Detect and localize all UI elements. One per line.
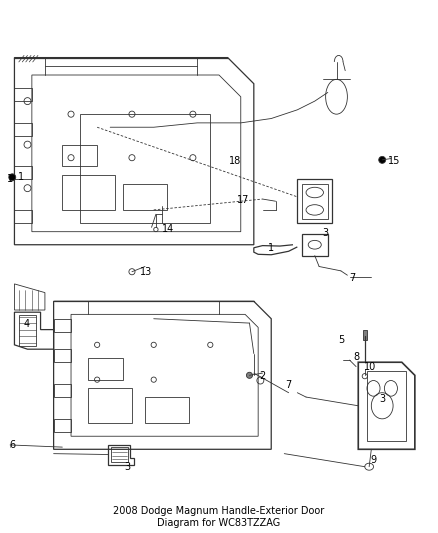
Text: 7: 7 (285, 380, 291, 390)
Text: 1: 1 (268, 243, 274, 253)
Text: 13: 13 (140, 267, 152, 277)
Circle shape (379, 156, 386, 163)
Text: 2: 2 (259, 371, 265, 381)
Bar (14, 210, 32, 223)
Circle shape (247, 372, 253, 378)
Circle shape (9, 174, 16, 181)
Text: 10: 10 (364, 362, 376, 373)
Bar (80, 114, 210, 223)
Text: 3: 3 (124, 462, 130, 472)
Bar (62, 175, 115, 210)
Text: 3: 3 (322, 228, 328, 238)
Text: 17: 17 (237, 196, 250, 205)
Text: 6: 6 (9, 440, 15, 450)
Bar (145, 397, 188, 423)
Bar (62, 144, 97, 166)
Bar (53, 419, 71, 432)
Text: 5: 5 (339, 335, 345, 345)
Bar (363, 329, 367, 341)
Bar (111, 447, 128, 462)
Bar (53, 319, 71, 332)
Text: 14: 14 (162, 224, 174, 233)
Text: 2008 Dodge Magnum Handle-Exterior Door
Diagram for WC83TZZAG: 2008 Dodge Magnum Handle-Exterior Door D… (113, 506, 325, 528)
Text: 1: 1 (7, 174, 13, 183)
Bar (88, 389, 132, 423)
Text: 15: 15 (388, 156, 400, 166)
Text: 9: 9 (371, 455, 377, 465)
Bar (14, 123, 32, 136)
Bar (88, 358, 123, 379)
Bar (367, 371, 406, 441)
Text: 1: 1 (18, 172, 24, 182)
Bar (19, 315, 36, 346)
Bar (53, 384, 71, 397)
Text: 3: 3 (379, 394, 385, 404)
Bar (14, 88, 32, 101)
Text: 4: 4 (24, 319, 30, 329)
Text: 8: 8 (353, 352, 359, 362)
Text: 18: 18 (229, 156, 241, 166)
Bar (14, 166, 32, 180)
Bar (302, 234, 328, 256)
Bar (123, 184, 167, 210)
Text: 7: 7 (349, 273, 355, 283)
Bar (302, 184, 328, 219)
Bar (53, 349, 71, 362)
